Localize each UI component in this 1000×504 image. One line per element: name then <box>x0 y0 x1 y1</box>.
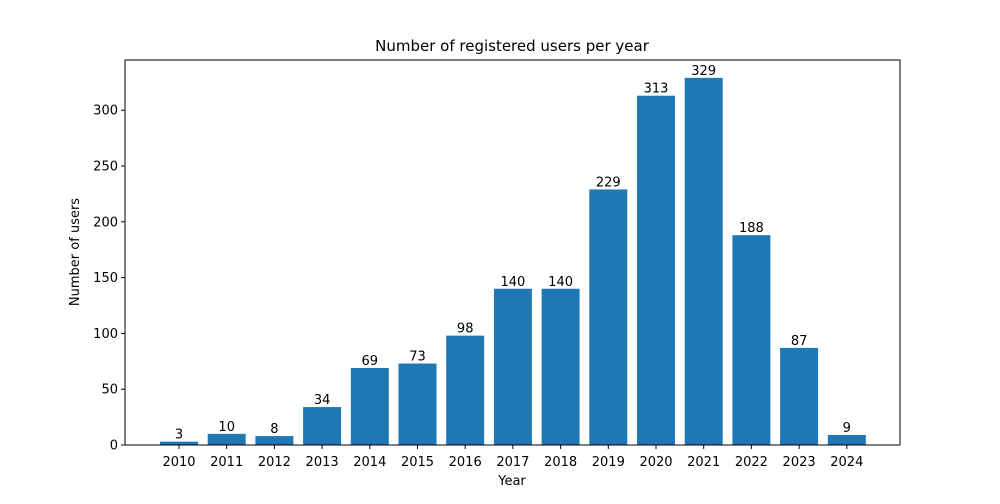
data-label-2012: 8 <box>270 422 278 437</box>
bar-2014 <box>350 368 389 445</box>
data-label-2014: 69 <box>362 354 379 369</box>
y-axis-label: Number of users <box>68 198 83 306</box>
x-tick-label-2018: 2018 <box>544 455 577 470</box>
data-label-2020: 313 <box>644 82 669 97</box>
data-label-2022: 188 <box>739 221 764 236</box>
bar-2015 <box>398 363 437 445</box>
y-axis-ticks: 0 50 100 150 200 250 300 <box>93 104 125 454</box>
bar-2019 <box>589 189 628 445</box>
x-tick-label-2012: 2012 <box>258 455 291 470</box>
x-tick-label-2015: 2015 <box>401 455 434 470</box>
bar-2024 <box>827 434 866 445</box>
data-label-2010: 3 <box>175 428 183 443</box>
x-tick-label-2024: 2024 <box>830 455 863 470</box>
data-label-2017: 140 <box>500 275 525 290</box>
bars-group <box>160 77 866 446</box>
y-tick-label-100: 100 <box>93 327 118 342</box>
data-label-2021: 329 <box>691 64 716 79</box>
bar-2022 <box>732 235 771 445</box>
bar-2018 <box>541 288 580 445</box>
x-tick-label-2021: 2021 <box>687 455 720 470</box>
data-label-2018: 140 <box>548 275 573 290</box>
bar-2017 <box>493 288 532 445</box>
data-label-2023: 87 <box>791 334 808 349</box>
data-label-2013: 34 <box>314 393 331 408</box>
chart-title: Number of registered users per year <box>375 37 650 55</box>
bar-2012 <box>255 436 294 445</box>
x-tick-label-2023: 2023 <box>783 455 816 470</box>
bar-2010 <box>160 441 198 445</box>
x-tick-label-2016: 2016 <box>449 455 482 470</box>
y-tick-label-50: 50 <box>101 383 118 398</box>
bar-2016 <box>446 335 485 445</box>
bar-2013 <box>303 407 342 445</box>
x-tick-label-2011: 2011 <box>210 455 243 470</box>
bar-2021 <box>684 77 723 446</box>
data-label-2011: 10 <box>218 420 235 435</box>
x-tick-label-2017: 2017 <box>496 455 529 470</box>
x-tick-label-2022: 2022 <box>735 455 768 470</box>
x-axis-label: Year <box>497 474 526 489</box>
y-tick-label-0: 0 <box>110 439 118 454</box>
y-tick-label-200: 200 <box>93 215 118 230</box>
data-label-2016: 98 <box>457 322 474 337</box>
data-label-2024: 9 <box>843 421 851 436</box>
y-tick-label-300: 300 <box>93 104 118 119</box>
x-tick-label-2010: 2010 <box>162 455 195 470</box>
x-axis-ticks: 2010 2011 2012 2013 2014 2015 2016 2017 2018 2019… <box>162 445 863 470</box>
y-tick-label-250: 250 <box>93 160 118 175</box>
bar-2020 <box>637 95 675 446</box>
bar-2023 <box>780 347 819 445</box>
data-labels-group: 3 10 8 34 69 73 98 140 140 229 313 329 188 87 9 <box>175 64 851 443</box>
x-tick-label-2013: 2013 <box>306 455 339 470</box>
bar-2011 <box>207 433 246 445</box>
x-tick-label-2014: 2014 <box>353 455 386 470</box>
x-tick-label-2019: 2019 <box>592 455 625 470</box>
x-tick-label-2020: 2020 <box>639 455 672 470</box>
y-tick-label-150: 150 <box>93 271 118 286</box>
data-label-2015: 73 <box>409 350 426 365</box>
plot-area-frame <box>124 59 901 446</box>
data-label-2019: 229 <box>596 175 621 190</box>
